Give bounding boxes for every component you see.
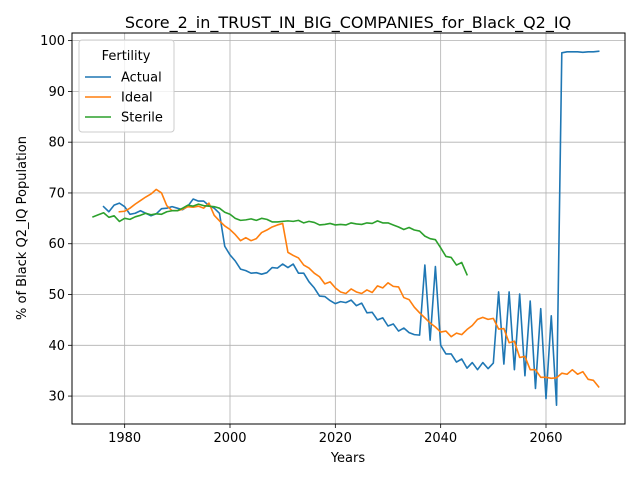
x-tick-label: 2060 — [529, 431, 562, 446]
x-tick-label: 2000 — [213, 431, 246, 446]
legend-title: Fertility — [102, 49, 151, 64]
legend-label-ideal: Ideal — [121, 91, 153, 106]
y-axis-label: % of Black Q2_IQ Population — [15, 136, 30, 320]
y-axis-ticks: 30 40 50 60 70 80 90 100 — [40, 34, 72, 405]
chart-title: Score_2_in_TRUST_IN_BIG_COMPANIES_for_Bl… — [125, 13, 571, 33]
legend: Fertility Actual Ideal Sterile — [78, 39, 175, 133]
grid — [72, 33, 625, 424]
y-tick-label: 40 — [48, 339, 65, 354]
x-tick-label: 1980 — [108, 431, 141, 446]
x-axis-label: Years — [330, 451, 366, 466]
y-tick-label: 30 — [48, 390, 65, 405]
legend-label-actual: Actual — [121, 71, 162, 86]
y-tick-label: 80 — [48, 136, 65, 151]
legend-box — [78, 39, 175, 133]
y-tick-label: 70 — [48, 186, 65, 201]
y-tick-label: 90 — [48, 85, 65, 100]
x-tick-label: 2020 — [319, 431, 352, 446]
series-line-ideal — [118, 188, 600, 389]
legend-label-sterile: Sterile — [121, 111, 163, 126]
x-tick-label: 2040 — [424, 431, 457, 446]
y-tick-label: 100 — [40, 34, 65, 49]
y-tick-label: 60 — [48, 237, 65, 252]
series-line-sterile — [92, 203, 469, 276]
x-axis-ticks: 1980 2000 2020 2040 2060 — [108, 424, 563, 446]
y-tick-label: 50 — [48, 288, 65, 303]
series-lines — [92, 50, 600, 407]
plot-frame — [71, 32, 626, 425]
